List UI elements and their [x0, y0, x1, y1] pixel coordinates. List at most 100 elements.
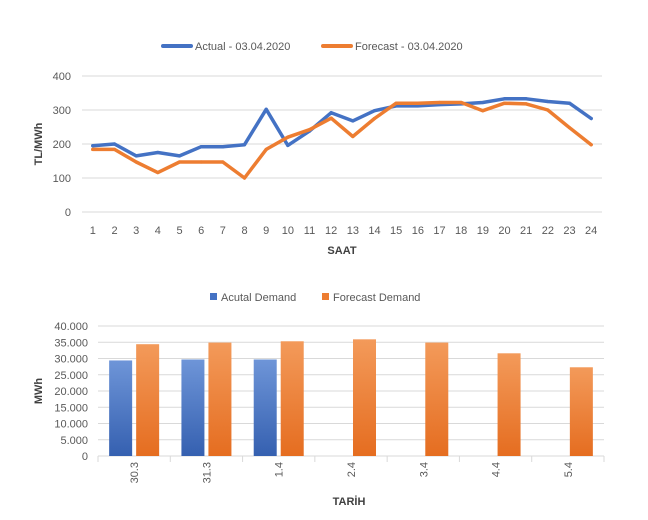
- x-tick-label: 24: [585, 225, 597, 237]
- y-tick-label: 400: [53, 71, 71, 83]
- x-tick-label: 5.4: [563, 462, 575, 477]
- data-point: [589, 143, 593, 147]
- data-point: [286, 135, 290, 139]
- bar-forecast: [136, 344, 160, 456]
- y-tick-label: 25.000: [54, 370, 88, 382]
- data-point: [524, 102, 528, 106]
- y-tick-label: 40.000: [54, 321, 88, 333]
- data-point: [264, 147, 268, 152]
- legend-label: Acutal Demand: [221, 292, 296, 304]
- y-tick-label: 15.000: [54, 402, 88, 414]
- y-axis-title: MWh: [33, 378, 45, 405]
- data-point: [134, 154, 138, 158]
- x-tick-label: 1: [90, 225, 96, 237]
- data-point: [416, 104, 420, 108]
- data-point: [156, 150, 160, 155]
- y-tick-label: 0: [65, 207, 71, 219]
- data-point: [199, 160, 203, 164]
- y-tick-label: 0: [82, 451, 88, 463]
- x-tick-label: 3: [133, 225, 139, 237]
- data-point: [372, 109, 377, 113]
- x-tick-label: 2.4: [346, 462, 358, 477]
- x-tick-label: 30.3: [129, 462, 141, 483]
- x-tick-label: 16: [412, 225, 424, 237]
- data-point: [199, 145, 203, 149]
- data-point: [546, 99, 550, 104]
- y-tick-label: 20.000: [54, 386, 88, 398]
- y-tick-label: 30.000: [54, 354, 88, 366]
- x-tick-label: 6: [198, 225, 204, 237]
- legend-label: Forecast Demand: [333, 292, 420, 304]
- data-point: [567, 101, 572, 105]
- data-point: [524, 97, 528, 101]
- x-tick-label: 9: [263, 225, 269, 237]
- data-point: [372, 116, 377, 121]
- x-tick-label: 10: [282, 225, 294, 237]
- data-point: [589, 116, 593, 121]
- bar-forecast: [280, 341, 304, 456]
- data-point: [546, 108, 550, 112]
- x-tick-label: 18: [455, 225, 467, 237]
- y-tick-label: 200: [53, 139, 71, 151]
- x-tick-label: 2: [111, 225, 117, 237]
- data-point: [502, 101, 507, 105]
- legend-item-1: Actual - 03.04.2020: [161, 41, 290, 53]
- x-axis-title: SAAT: [327, 245, 356, 257]
- x-tick-label: 14: [368, 225, 380, 237]
- data-point: [156, 170, 160, 175]
- legend-item-1: Acutal Demand: [210, 292, 296, 304]
- legend-label: Forecast - 03.04.2020: [355, 41, 463, 53]
- data-point: [502, 97, 507, 101]
- y-axis-title: TL/MWh: [33, 122, 45, 165]
- x-tick-label: 17: [433, 225, 445, 237]
- data-point: [112, 142, 117, 146]
- y-tick-label: 100: [53, 173, 71, 185]
- bar-forecast: [497, 353, 521, 456]
- data-point: [394, 101, 398, 105]
- legend-item-2: Forecast - 03.04.2020: [321, 41, 463, 53]
- x-tick-label: 23: [563, 225, 575, 237]
- bar-forecast: [353, 339, 376, 456]
- y-tick-label: 300: [53, 105, 71, 117]
- bar-forecast: [425, 342, 449, 456]
- y-tick-label: 35.000: [54, 337, 88, 349]
- data-point: [329, 116, 333, 120]
- series-line-1: [91, 97, 593, 158]
- data-point: [221, 160, 225, 164]
- demand-bar-chart: Acutal Demand Forecast Demand 0 5.000 10.000…: [33, 292, 605, 508]
- data-point: [177, 160, 182, 164]
- data-point: [242, 143, 247, 147]
- x-tick-label: 3.4: [418, 462, 430, 477]
- legend-swatch: [322, 293, 329, 300]
- legend-item-2: Forecast Demand: [322, 292, 420, 304]
- data-point: [307, 128, 312, 132]
- price-line-chart: Actual - 03.04.2020 Forecast - 03.04.2020…: [33, 41, 602, 257]
- bar-actual: [253, 359, 277, 456]
- x-tick-label: 5: [176, 225, 182, 237]
- data-point: [112, 147, 117, 152]
- data-point: [242, 176, 247, 180]
- data-point: [459, 100, 463, 105]
- data-point: [329, 111, 333, 115]
- data-point: [351, 119, 355, 123]
- data-point: [416, 101, 420, 105]
- data-point: [481, 100, 485, 105]
- x-tick-label: 19: [477, 225, 489, 237]
- x-axis-title: TARİH: [333, 495, 366, 508]
- bar-actual: [109, 360, 133, 456]
- data-point: [264, 107, 268, 111]
- legend-label: Actual - 03.04.2020: [195, 41, 290, 53]
- data-point: [91, 147, 95, 152]
- data-point: [481, 109, 485, 113]
- data-point: [177, 154, 182, 158]
- legend-swatch: [210, 293, 217, 300]
- x-tick-label: 7: [220, 225, 226, 237]
- data-point: [221, 145, 225, 149]
- series-line-2: [91, 100, 593, 180]
- y-tick-label: 10.000: [54, 419, 88, 431]
- x-tick-label: 11: [304, 225, 315, 237]
- x-tick-label: 1.4: [274, 462, 286, 477]
- x-tick-label: 13: [347, 225, 359, 237]
- y-tick-label: 5.000: [60, 435, 88, 447]
